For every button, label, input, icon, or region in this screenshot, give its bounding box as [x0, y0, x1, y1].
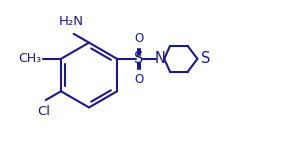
- Text: S: S: [201, 51, 211, 66]
- Text: H₂N: H₂N: [59, 15, 84, 28]
- Text: S: S: [134, 51, 143, 66]
- Text: CH₃: CH₃: [18, 52, 41, 65]
- Text: N: N: [155, 51, 166, 66]
- Text: O: O: [134, 32, 143, 45]
- Text: Cl: Cl: [37, 105, 50, 118]
- Text: O: O: [134, 73, 143, 86]
